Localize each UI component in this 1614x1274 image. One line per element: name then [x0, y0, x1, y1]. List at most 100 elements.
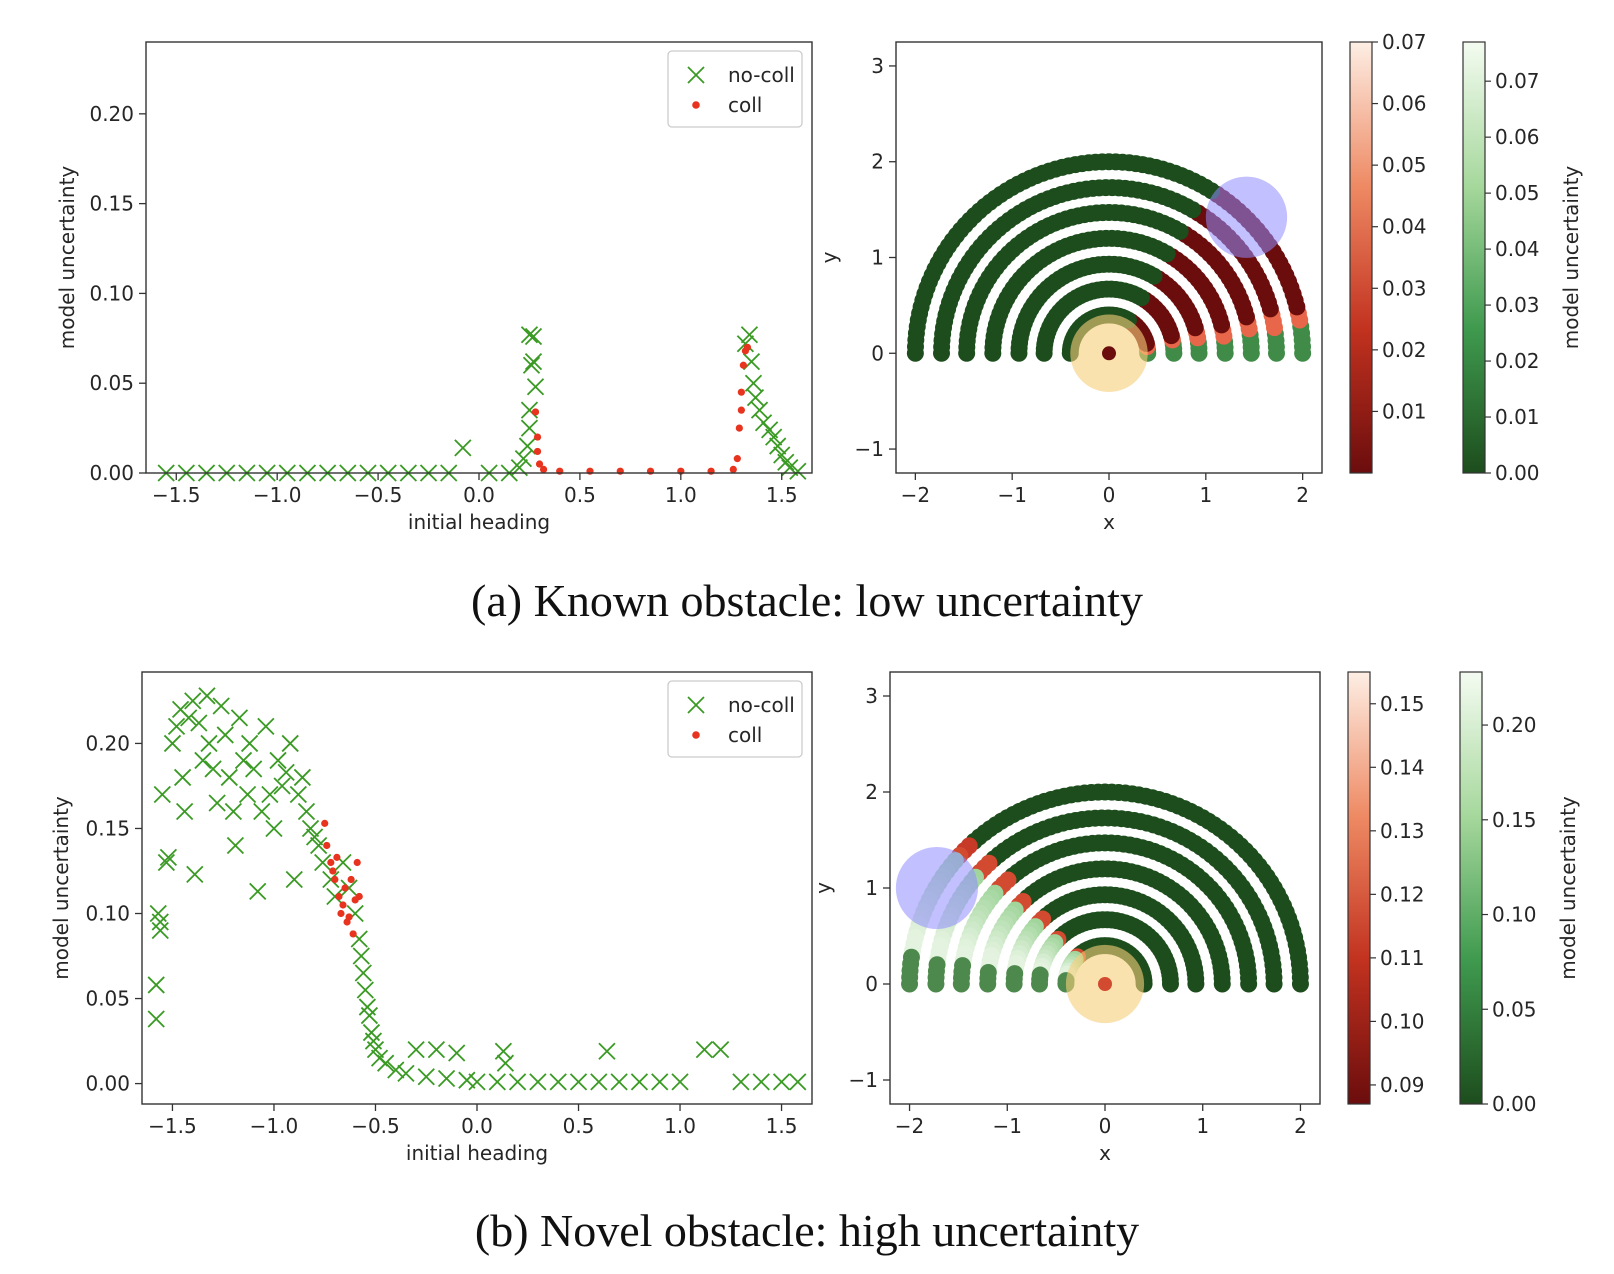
no-coll-point [397, 1064, 415, 1083]
a-right-xtick-label: 2 [1296, 483, 1309, 507]
no-coll-point [508, 1073, 527, 1091]
no-coll-point [417, 1068, 435, 1086]
no-coll-point [297, 802, 316, 821]
no-coll-point [529, 1073, 547, 1091]
no-coll-point [590, 1073, 608, 1091]
a-left-ytick-label: 0.20 [89, 102, 134, 126]
trajectory-point [984, 344, 1002, 362]
no-coll-point [454, 439, 472, 457]
no-coll-point [746, 388, 765, 407]
no-coll-point [220, 768, 238, 787]
coll-point [349, 930, 357, 938]
no-coll-point [520, 419, 539, 437]
no-coll-point [309, 836, 328, 855]
coll-point [333, 853, 341, 861]
coll-point [735, 424, 743, 432]
caption-a: (a) Known obstacle: low uncertainty [471, 575, 1143, 626]
coll-point [533, 447, 542, 456]
no-coll-point [496, 1054, 515, 1072]
no-coll-point [789, 1073, 807, 1091]
no-coll-point [376, 1054, 395, 1072]
coll-point [327, 858, 335, 867]
a-left-xtick-label: −0.5 [354, 483, 403, 507]
legend-coll-marker [692, 101, 700, 109]
b-right-xtick-label: 0 [1099, 1114, 1112, 1138]
no-coll-point [387, 1061, 405, 1079]
b-right-colorbar-1 [1459, 671, 1483, 1105]
no-coll-point [277, 763, 295, 781]
no-coll-point [230, 709, 249, 727]
coll-point [339, 901, 347, 909]
colorbar-tick-label: 0.00 [1492, 1092, 1537, 1116]
b-left-xtick-label: 0.5 [563, 1114, 595, 1138]
no-coll-point [184, 692, 202, 710]
no-coll-point [488, 1073, 506, 1091]
coll-point [337, 909, 345, 918]
no-coll-point [238, 785, 257, 804]
colorbar-tick-label: 0.20 [1492, 713, 1537, 737]
b-right-ytick-label: 1 [865, 876, 878, 900]
b-left-xtick-label: 1.5 [766, 1114, 798, 1138]
trajectory-panel-b-right: −2 −1 0 1 2 −1 0 1 2 3 x y 0.09 0.10 0.11 0.12 0.13 0.14 0… [811, 671, 1580, 1165]
coll-point [556, 467, 564, 475]
coll-point [646, 467, 655, 475]
coll-point [737, 406, 745, 414]
a-right-xtick-label: −1 [997, 483, 1026, 507]
colorbar-tick-label: 0.12 [1380, 882, 1425, 906]
no-coll-point [366, 1040, 385, 1059]
no-coll-point [289, 785, 307, 804]
no-coll-point [524, 353, 543, 371]
no-coll-point [190, 714, 208, 732]
no-coll-point [354, 964, 372, 982]
no-coll-point [249, 882, 267, 901]
coll-point [733, 455, 741, 463]
trajectory-point [952, 975, 970, 993]
robot-center-point [1098, 977, 1112, 991]
no-coll-point [305, 828, 324, 846]
b-left-ytick-label: 0.05 [85, 987, 130, 1011]
no-coll-point [736, 335, 755, 353]
b-left-ylabel: model uncertainty [49, 796, 73, 980]
coll-point [533, 433, 542, 441]
coll-point [323, 841, 331, 850]
no-coll-point [520, 401, 539, 419]
a-left-xtick-label: 1.0 [665, 483, 697, 507]
legend-coll-marker [692, 731, 700, 739]
a-left-ytick-label: 0.05 [89, 371, 134, 395]
no-coll-point [204, 760, 222, 778]
no-coll-point [630, 1073, 649, 1091]
no-coll-point [147, 976, 165, 994]
no-coll-point [245, 760, 263, 778]
a-left-ylabel: model uncertainty [55, 166, 79, 350]
no-coll-point [175, 802, 194, 821]
colorbar-tick-label: 0.05 [1492, 997, 1537, 1021]
colorbar-tick-label: 0.15 [1380, 692, 1425, 716]
a-right-colorbar-0 [1349, 41, 1373, 474]
colorbar-label: model uncertainty [1559, 166, 1583, 350]
no-coll-point [468, 1073, 486, 1091]
coll-point [335, 892, 343, 901]
trajectory-point [927, 975, 945, 993]
no-coll-point [522, 356, 541, 374]
colorbar-tick-label: 0.07 [1382, 30, 1427, 54]
b-right-ytick-label: 3 [865, 684, 878, 708]
a-right-xtick-label: −2 [901, 483, 930, 507]
obstacle-circle [895, 846, 978, 930]
no-coll-point [750, 401, 769, 419]
b-left-ytick-label: 0.00 [85, 1072, 130, 1096]
coll-point [707, 467, 715, 475]
no-coll-point [301, 819, 320, 838]
trajectory-point [933, 344, 951, 362]
a-right-ylabel: y [817, 251, 841, 263]
colorbar-tick-label: 0.05 [1382, 153, 1427, 177]
no-coll-point [695, 1040, 714, 1059]
no-coll-point [765, 428, 783, 446]
no-coll-point [234, 751, 253, 770]
a-left-xtick-label: −1.5 [152, 483, 201, 507]
b-left-ytick-label: 0.20 [85, 731, 130, 755]
a-right-ytick-label: −1 [855, 437, 884, 461]
b-right-xtick-label: −2 [895, 1114, 924, 1138]
no-coll-point [163, 734, 182, 753]
legend-no-coll-marker [687, 696, 705, 714]
